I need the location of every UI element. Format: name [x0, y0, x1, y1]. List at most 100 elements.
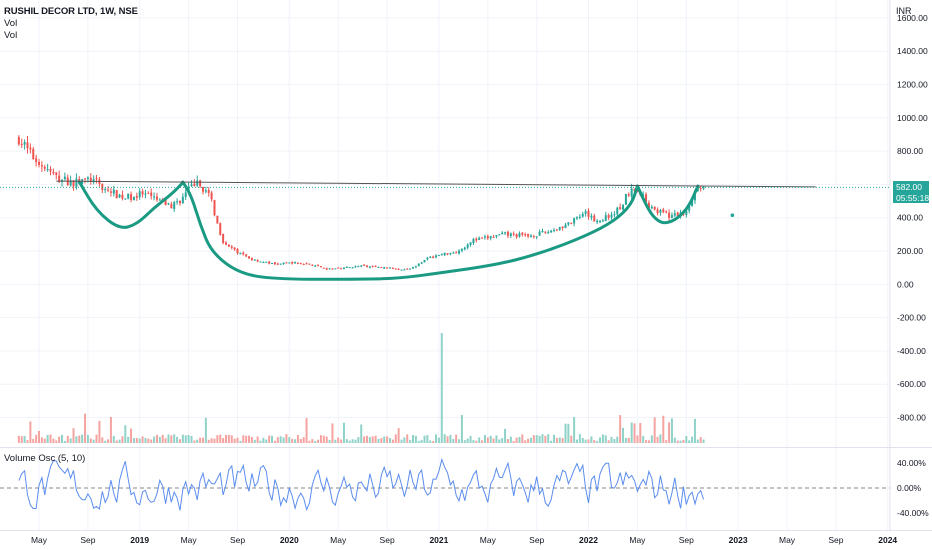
chart-legend: RUSHIL DECOR LTD, 1W, NSE Vol Vol — [4, 6, 138, 42]
candle-body — [196, 180, 199, 186]
price-axis-label: -400.00 — [897, 346, 926, 356]
left-cup-curve — [77, 180, 185, 229]
volume-bar — [342, 422, 345, 443]
candle-body — [374, 266, 377, 268]
volume-bar — [63, 440, 66, 443]
volume-bar — [406, 434, 409, 443]
candle-body — [29, 147, 32, 150]
volume-bar — [121, 436, 124, 443]
candlesticks — [17, 135, 705, 271]
candle-body — [84, 178, 87, 180]
volume-bar — [101, 437, 104, 443]
volume-bar — [656, 436, 659, 443]
volume-legend-1[interactable]: Vol — [4, 18, 18, 29]
candle-body — [443, 252, 446, 256]
volume-bar — [26, 440, 29, 443]
candle-body — [311, 264, 314, 266]
candle-body — [486, 236, 489, 239]
candle-body — [412, 267, 415, 269]
volume-bar — [127, 436, 130, 443]
candle-body — [423, 260, 426, 263]
volume-bar — [506, 439, 509, 443]
volume-bar — [242, 435, 245, 443]
candle-body — [314, 265, 317, 267]
volume-bar — [58, 436, 61, 443]
candle-body — [46, 169, 49, 171]
volume-bar — [178, 439, 181, 443]
volume-bar — [325, 436, 328, 443]
volume-bar — [296, 435, 299, 443]
candle-body — [135, 196, 138, 198]
volume-bar — [386, 436, 389, 443]
volume-bar — [377, 438, 380, 443]
volume-bar — [573, 417, 576, 443]
candle-body — [691, 199, 694, 206]
candle-body — [670, 215, 673, 218]
candle-body — [495, 235, 498, 237]
candle-body — [296, 262, 299, 264]
candle-body — [409, 268, 412, 270]
volume-bar — [455, 434, 458, 443]
candle-body — [524, 234, 527, 236]
candle-body — [363, 264, 366, 266]
price-axis-label: 200.00 — [897, 246, 923, 256]
volume-bar — [435, 434, 438, 443]
candle-body — [248, 256, 251, 259]
volume-bar — [150, 439, 153, 443]
candle-body — [555, 229, 558, 231]
volume-bar — [43, 438, 46, 443]
candle-body — [32, 148, 35, 159]
volume-bar — [550, 440, 553, 443]
candle-body — [282, 262, 285, 265]
price-axis-label: 1400.00 — [897, 46, 928, 56]
volume-bar — [282, 437, 285, 443]
volume-bar — [460, 414, 463, 443]
price-axis-label: -800.00 — [897, 413, 926, 423]
candle-body — [95, 178, 98, 180]
volume-bar — [469, 435, 472, 443]
volume-bar — [176, 436, 179, 443]
volume-bar — [624, 437, 627, 443]
volume-legend-2[interactable]: Vol — [4, 30, 18, 41]
oscillator-legend[interactable]: Volume Osc (5, 10) — [4, 453, 86, 464]
candle-body — [271, 263, 274, 265]
volume-bar — [440, 333, 443, 443]
candle-body — [150, 192, 153, 197]
candle-body — [230, 246, 233, 248]
volume-bar — [72, 428, 75, 443]
candle-body — [622, 204, 625, 210]
symbol-title[interactable]: RUSHIL DECOR LTD, 1W, NSE — [4, 6, 138, 17]
volume-bar — [328, 439, 331, 443]
volume-bar — [52, 438, 55, 443]
candle-body — [245, 254, 248, 257]
candle-body — [69, 180, 72, 186]
volume-bar — [581, 438, 584, 443]
candle-body — [665, 211, 668, 213]
candle-body — [527, 234, 530, 237]
volume-bar — [268, 435, 271, 443]
volume-bar — [564, 423, 567, 443]
candle-body — [509, 233, 512, 236]
candle-body — [109, 191, 112, 193]
volume-bar — [446, 436, 449, 443]
volume-bar — [199, 437, 202, 443]
volume-bar — [345, 439, 348, 443]
candle-body — [449, 252, 452, 255]
candle-body — [207, 189, 210, 193]
volume-bar — [115, 440, 118, 443]
candle-body — [305, 263, 308, 265]
volume-bar — [201, 437, 204, 443]
currency-label: INR — [896, 6, 912, 16]
candle-body — [181, 196, 184, 204]
candle-body — [124, 198, 127, 200]
candle-body — [276, 263, 279, 265]
volume-bar — [383, 436, 386, 443]
candle-body — [112, 189, 115, 194]
volume-bar — [265, 439, 268, 443]
volume-bar — [575, 439, 578, 443]
volume-bar — [291, 438, 294, 443]
volume-bar — [478, 437, 481, 443]
candle-body — [377, 266, 380, 268]
candle-body — [676, 212, 679, 216]
